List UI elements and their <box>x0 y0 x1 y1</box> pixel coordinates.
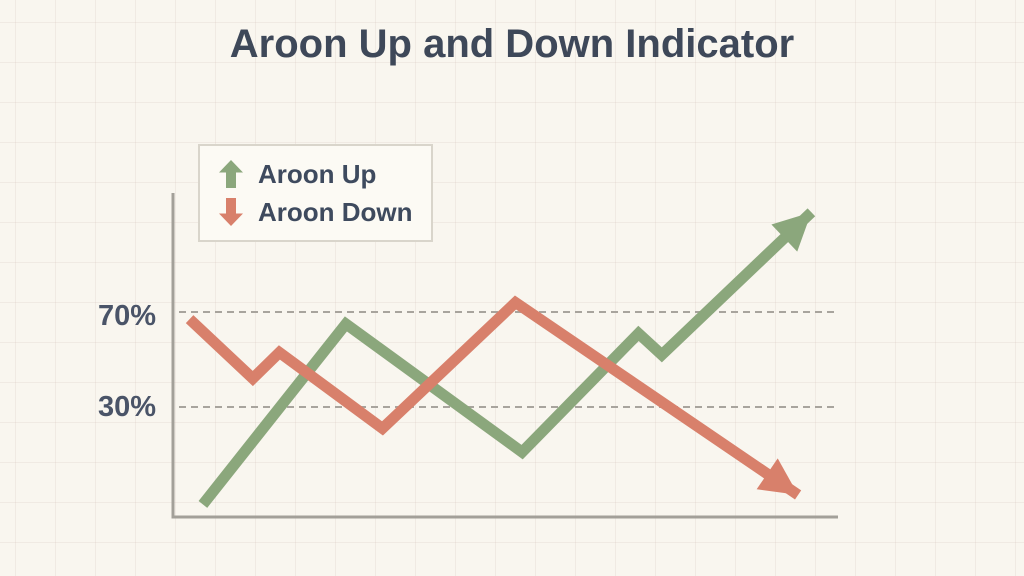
legend-label-aroon-up: Aroon Up <box>258 159 377 189</box>
legend-label-aroon-down: Aroon Down <box>258 197 413 227</box>
up-arrow-icon <box>219 160 243 188</box>
chart-title: Aroon Up and Down Indicator <box>229 22 795 66</box>
aroon-up-line <box>198 208 816 508</box>
legend-item-aroon-down: Aroon Down <box>219 198 431 226</box>
y-tick-30: 30% <box>97 391 156 423</box>
legend-item-aroon-up: Aroon Up <box>219 160 431 188</box>
down-arrow-icon <box>219 198 243 226</box>
legend: Aroon Up Aroon Down <box>198 144 433 242</box>
y-tick-70: 70% <box>97 300 156 332</box>
aroon-down-line <box>185 295 802 500</box>
